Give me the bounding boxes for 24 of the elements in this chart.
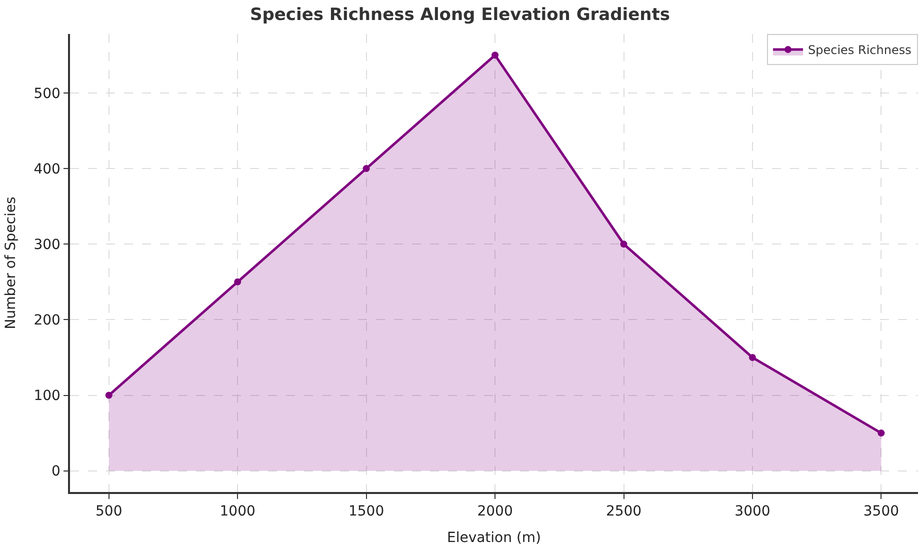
x-tick-label: 1500 [348,504,384,520]
x-axis-title: Elevation (m) [446,530,542,546]
point [234,278,242,286]
y-tick-label: 200 [34,312,60,329]
point [362,165,370,172]
chart-title: Species Richness Along Elevation Gradients [250,5,670,26]
point [492,52,499,59]
x-tick-label: 500 [96,504,122,520]
x-tick-label: 1000 [220,504,256,520]
x-tick-label: 3500 [863,504,900,520]
y-tick-label: 100 [34,388,60,404]
point [878,430,885,437]
y-axis-title: Number of Species [2,196,19,330]
legend-label: Species Richness [808,43,912,58]
y-tick-label: 400 [34,161,60,178]
x-tick-label: 2500 [606,504,642,520]
point [105,392,112,399]
x-tick-label: 3000 [734,504,770,520]
point [620,240,628,248]
y-tick-label: 500 [34,86,60,102]
x-tick-label: 2000 [477,504,513,520]
point [748,354,756,361]
y-tick-label: 300 [34,237,60,254]
y-tick-label: 0 [52,464,60,480]
